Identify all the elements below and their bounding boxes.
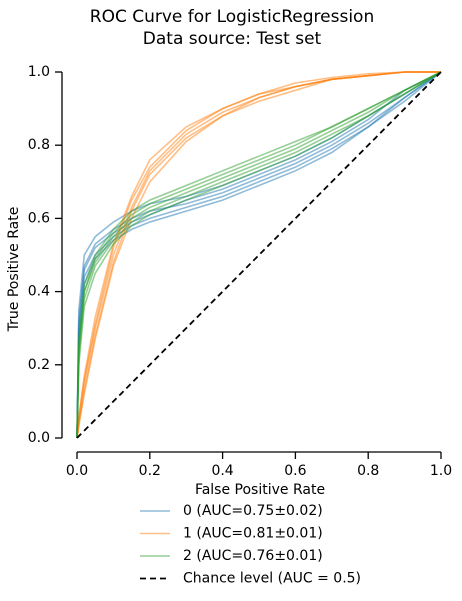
y-tick-label: 1.0 [28,64,50,80]
x-tick-label: 0.2 [139,463,161,479]
roc-curve [76,71,442,439]
roc-curve [76,71,442,439]
x-tick-label: 0.4 [211,463,233,479]
roc-curve [76,71,442,439]
roc-curve [76,71,441,439]
y-axis-label: True Positive Rate [6,207,22,333]
roc-curve [76,71,442,439]
roc-curve [76,71,442,439]
legend-label: Chance level (AUC = 0.5) [183,571,361,587]
y-tick-label: 0.6 [28,210,50,226]
y-tick-label: 0.2 [28,357,50,373]
roc-curve [76,71,441,439]
roc-curve [76,71,442,439]
y-tick-label: 0.0 [28,430,50,446]
x-tick-label: 1.0 [430,463,452,479]
legend-label: 2 (AUC=0.76±0.01) [183,548,323,564]
legend-label: 1 (AUC=0.81±0.01) [183,526,323,542]
chart-title: ROC Curve for LogisticRegression [90,7,374,27]
x-tick-label: 0.8 [357,463,379,479]
y-tick-label: 0.4 [28,284,50,300]
roc-curve [76,71,442,439]
roc-curve [76,71,442,439]
roc-curve [76,71,442,439]
roc-curve [76,71,441,439]
x-tick-label: 0.0 [66,463,88,479]
chance-line [76,71,442,439]
x-axis-label: False Positive Rate [195,482,325,498]
y-tick-label: 0.8 [28,137,50,153]
roc-curve [76,71,441,439]
x-tick-label: 0.6 [284,463,306,479]
roc-curve [76,71,442,439]
legend-label: 0 (AUC=0.75±0.02) [183,503,323,519]
chart-subtitle: Data source: Test set [143,29,322,49]
roc-curve [76,71,441,439]
